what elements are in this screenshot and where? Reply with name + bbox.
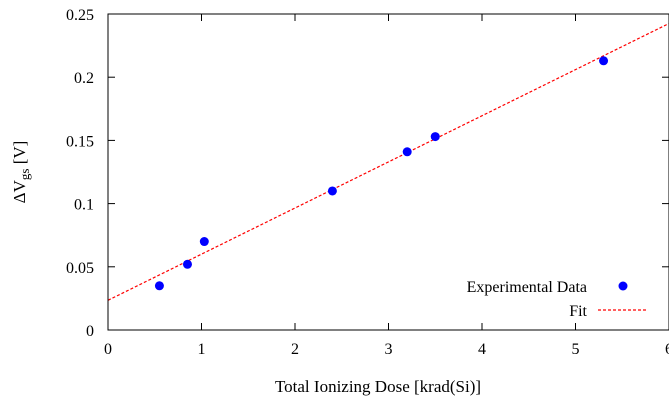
x-tick-label: 2 xyxy=(291,341,299,358)
y-axis-label-suffix: [V] xyxy=(10,141,29,169)
legend: Experimental Data Fit xyxy=(467,279,648,320)
x-axis-label: Total Ionizing Dose [krad(Si)] xyxy=(275,377,481,396)
x-tick-label: 6 xyxy=(665,341,669,358)
legend-label-fit: Fit xyxy=(569,303,587,320)
plot-frame xyxy=(107,13,669,331)
y-axis-label-subscript: gs xyxy=(17,169,32,181)
y-tick-label: 0 xyxy=(86,323,94,340)
y-tick-label: 0.1 xyxy=(74,197,94,214)
y-tick-label: 0.2 xyxy=(74,70,94,87)
x-tick-label: 3 xyxy=(385,341,393,358)
y-tick-label: 0.15 xyxy=(66,133,94,150)
x-tick-label: 1 xyxy=(198,341,206,358)
x-tick-label: 4 xyxy=(478,341,486,358)
data-point xyxy=(327,186,337,196)
data-point xyxy=(182,259,192,269)
legend-label-experimental: Experimental Data xyxy=(467,279,587,296)
y-tick-label: 0.25 xyxy=(66,7,94,24)
y-axis-label: ΔVgs [V] xyxy=(10,141,32,204)
legend-marker-experimental xyxy=(618,281,628,291)
points-layer xyxy=(154,56,609,291)
y-axis-label-prefix: ΔV xyxy=(10,179,29,203)
fit-line xyxy=(107,22,669,301)
x-tick-label: 5 xyxy=(572,341,580,358)
data-point xyxy=(402,147,412,157)
x-tick-label: 0 xyxy=(104,341,112,358)
y-tick-label: 0.05 xyxy=(66,260,94,277)
data-point xyxy=(599,56,609,66)
data-point xyxy=(199,237,209,247)
data-point xyxy=(430,132,440,142)
labels-layer: 0 1 2 3 4 5 6 0 0.05 0.1 0.15 0.2 0.25 xyxy=(66,7,669,358)
fit-layer xyxy=(107,22,669,301)
data-point xyxy=(154,281,164,291)
